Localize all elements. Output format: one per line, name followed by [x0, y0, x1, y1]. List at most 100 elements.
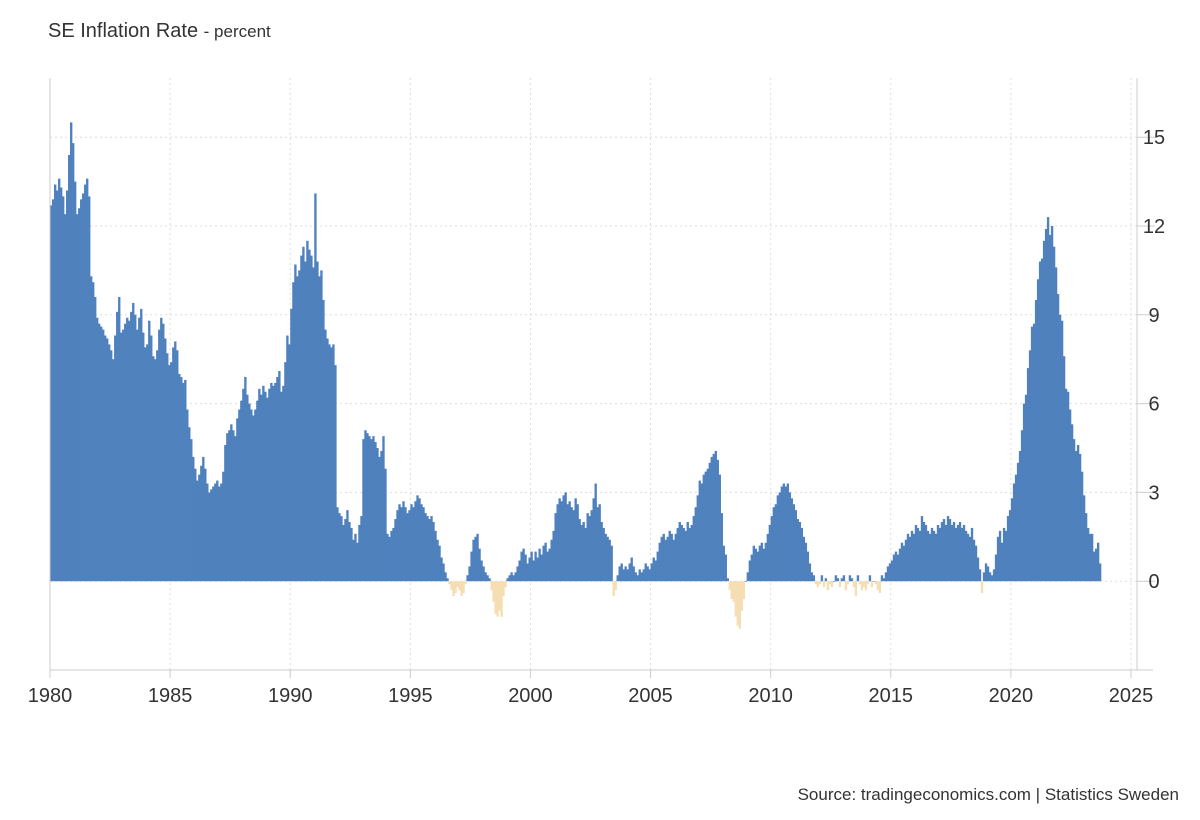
data-bar — [860, 581, 864, 591]
data-bar — [960, 527, 964, 582]
y-tick-label: 15 — [1143, 127, 1165, 149]
data-bar — [1080, 471, 1084, 582]
data-bar — [432, 522, 435, 582]
data-bar — [120, 332, 123, 582]
data-bar — [674, 533, 677, 582]
data-bar — [138, 317, 141, 582]
data-bar — [134, 314, 137, 582]
data-bar — [1038, 261, 1042, 582]
data-bar — [290, 308, 293, 582]
data-bar — [124, 323, 127, 582]
data-bar — [998, 530, 1002, 582]
data-bar — [784, 486, 788, 582]
data-bar — [216, 480, 219, 582]
data-bar — [276, 376, 279, 582]
data-bar — [1066, 391, 1070, 582]
data-bar — [296, 276, 299, 582]
data-bar — [256, 400, 259, 582]
data-bar — [954, 527, 958, 582]
data-bar — [1046, 217, 1050, 582]
data-bar — [1034, 300, 1038, 582]
data-bar — [58, 178, 61, 582]
data-bar — [934, 533, 938, 582]
data-bar — [190, 439, 193, 582]
data-bar — [448, 581, 451, 585]
data-bar — [82, 193, 85, 582]
data-bar — [644, 563, 647, 582]
data-bar — [1030, 326, 1034, 582]
data-bar — [186, 409, 189, 582]
data-bar — [456, 581, 459, 588]
data-bar — [368, 436, 371, 582]
data-bar — [78, 208, 81, 582]
data-bar — [658, 542, 661, 582]
data-bar — [164, 338, 167, 582]
data-bar — [264, 391, 267, 582]
data-bar — [428, 519, 431, 582]
data-bar — [820, 575, 824, 582]
data-bar — [1006, 516, 1010, 582]
data-bar — [882, 578, 886, 582]
data-bar — [286, 335, 289, 582]
data-bar — [928, 533, 932, 582]
data-bar — [250, 409, 253, 582]
chart-title-text: SE Inflation Rate — [48, 20, 199, 42]
data-bar — [606, 536, 609, 582]
data-bar — [336, 507, 339, 582]
data-bar — [542, 545, 545, 582]
data-bar — [648, 569, 651, 582]
data-bar — [106, 338, 109, 582]
data-bar — [688, 527, 691, 582]
data-bar — [214, 483, 217, 582]
data-bar — [188, 427, 191, 582]
data-bar — [108, 344, 111, 582]
data-bar — [126, 317, 129, 582]
data-bar — [624, 566, 627, 582]
data-bar — [282, 385, 285, 582]
data-bar — [458, 581, 461, 591]
data-bar — [558, 498, 561, 582]
data-bar — [840, 578, 844, 582]
data-bar — [366, 433, 369, 582]
data-bar — [898, 548, 902, 582]
data-bar — [1002, 527, 1006, 582]
data-bar — [160, 317, 163, 582]
data-bar — [772, 507, 776, 582]
data-bar — [610, 545, 613, 582]
data-bar — [50, 205, 53, 582]
data-bar — [1068, 409, 1072, 582]
data-bar — [236, 418, 239, 582]
data-bar — [622, 569, 625, 582]
data-bar — [952, 522, 956, 582]
data-bar — [270, 382, 273, 582]
data-bar — [466, 575, 469, 582]
data-bar — [438, 545, 441, 582]
data-bar — [564, 492, 567, 582]
data-bar — [412, 507, 415, 582]
data-bar — [728, 581, 731, 591]
data-bar — [232, 430, 235, 582]
chart-tick-labels: 0 3 6 9 12 15 1980 1985 1990 1995 2000 2005 2010 2015… — [28, 127, 1165, 707]
data-bar — [966, 533, 970, 582]
data-bar — [586, 513, 589, 582]
x-tick-label: 1985 — [148, 685, 193, 707]
data-bar — [460, 581, 463, 596]
data-bar — [970, 527, 974, 582]
data-bar — [892, 554, 896, 582]
data-bar — [824, 578, 828, 582]
data-bar — [1036, 279, 1040, 582]
data-bar — [930, 527, 934, 582]
data-bar — [446, 578, 449, 582]
data-bar — [532, 560, 535, 582]
data-bar — [538, 548, 541, 582]
data-bar — [508, 575, 511, 582]
data-bar — [992, 569, 996, 582]
data-bar — [876, 581, 880, 591]
data-bar — [90, 276, 93, 582]
data-bar — [396, 510, 399, 582]
data-bar — [96, 317, 99, 582]
data-bar — [932, 530, 936, 582]
data-bar — [218, 486, 221, 582]
data-bar — [230, 424, 233, 582]
